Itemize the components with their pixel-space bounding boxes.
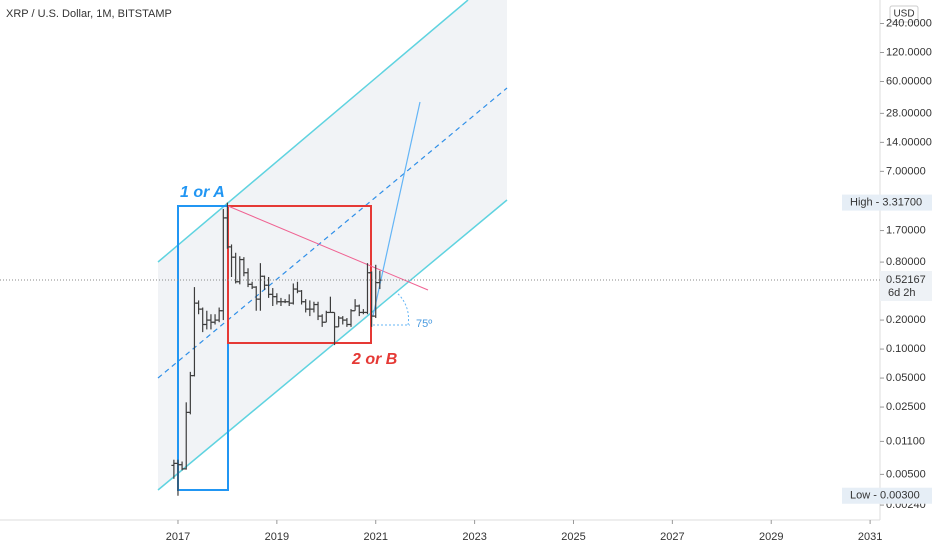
x-tick-label: 2019 (265, 531, 289, 543)
drawings (157, 0, 508, 491)
angle-arc (395, 291, 410, 326)
price-badge (842, 194, 932, 211)
annotation: 1 or A (180, 184, 225, 201)
y-tick-label: 0.80000 (886, 256, 926, 268)
y-tick-label: 60.00000 (886, 75, 932, 87)
chart-title: XRP / U.S. Dollar, 1M, BITSTAMP (6, 8, 172, 20)
annotation: 2 or B (351, 351, 397, 368)
annotation: 75º (416, 318, 432, 330)
currency-box (889, 5, 919, 23)
price-badge-label: Low - 0.00300 (850, 490, 920, 502)
y-tick-label: 0.10000 (886, 343, 926, 355)
currency: USD (893, 9, 914, 20)
x-tick-label: 2025 (561, 531, 585, 543)
x-tick-label: 2017 (166, 531, 190, 543)
price-badge (880, 270, 932, 301)
trend-line (227, 205, 429, 291)
channel-fill (158, 0, 507, 490)
y-tick-label: 14.00000 (886, 136, 932, 148)
x-tick-label: 2031 (858, 531, 882, 543)
y-tick-label: 0.00500 (886, 468, 926, 480)
x-tick-label: 2023 (462, 531, 486, 543)
channel-mid (157, 87, 508, 379)
y-tick-label: 7.00000 (886, 165, 926, 177)
y-tick-label: 0.20000 (886, 314, 926, 326)
channel-lower (157, 199, 508, 491)
channel-upper (157, 0, 469, 263)
y-tick-label: 240.00000 (886, 17, 932, 29)
price-badge-sub: 6d 2h (888, 287, 916, 299)
box-b (227, 205, 372, 344)
x-tick-label: 2021 (363, 531, 387, 543)
y-tick-label: 0.05000 (886, 372, 926, 384)
y-tick-label: 0.02500 (886, 401, 926, 413)
y-tick-label: 28.00000 (886, 107, 932, 119)
y-tick-label: 0.01100 (886, 435, 925, 447)
price-badge-label: High - 3.31700 (850, 197, 922, 209)
x-tick-label: 2027 (660, 531, 684, 543)
y-tick-label: 1.70000 (886, 224, 926, 236)
box-a (177, 205, 229, 491)
y-tick-label: 120.00000 (886, 46, 932, 58)
price-badge (842, 487, 932, 504)
price-badge-label: 0.52167 (886, 274, 926, 286)
x-tick-label: 2029 (759, 531, 783, 543)
